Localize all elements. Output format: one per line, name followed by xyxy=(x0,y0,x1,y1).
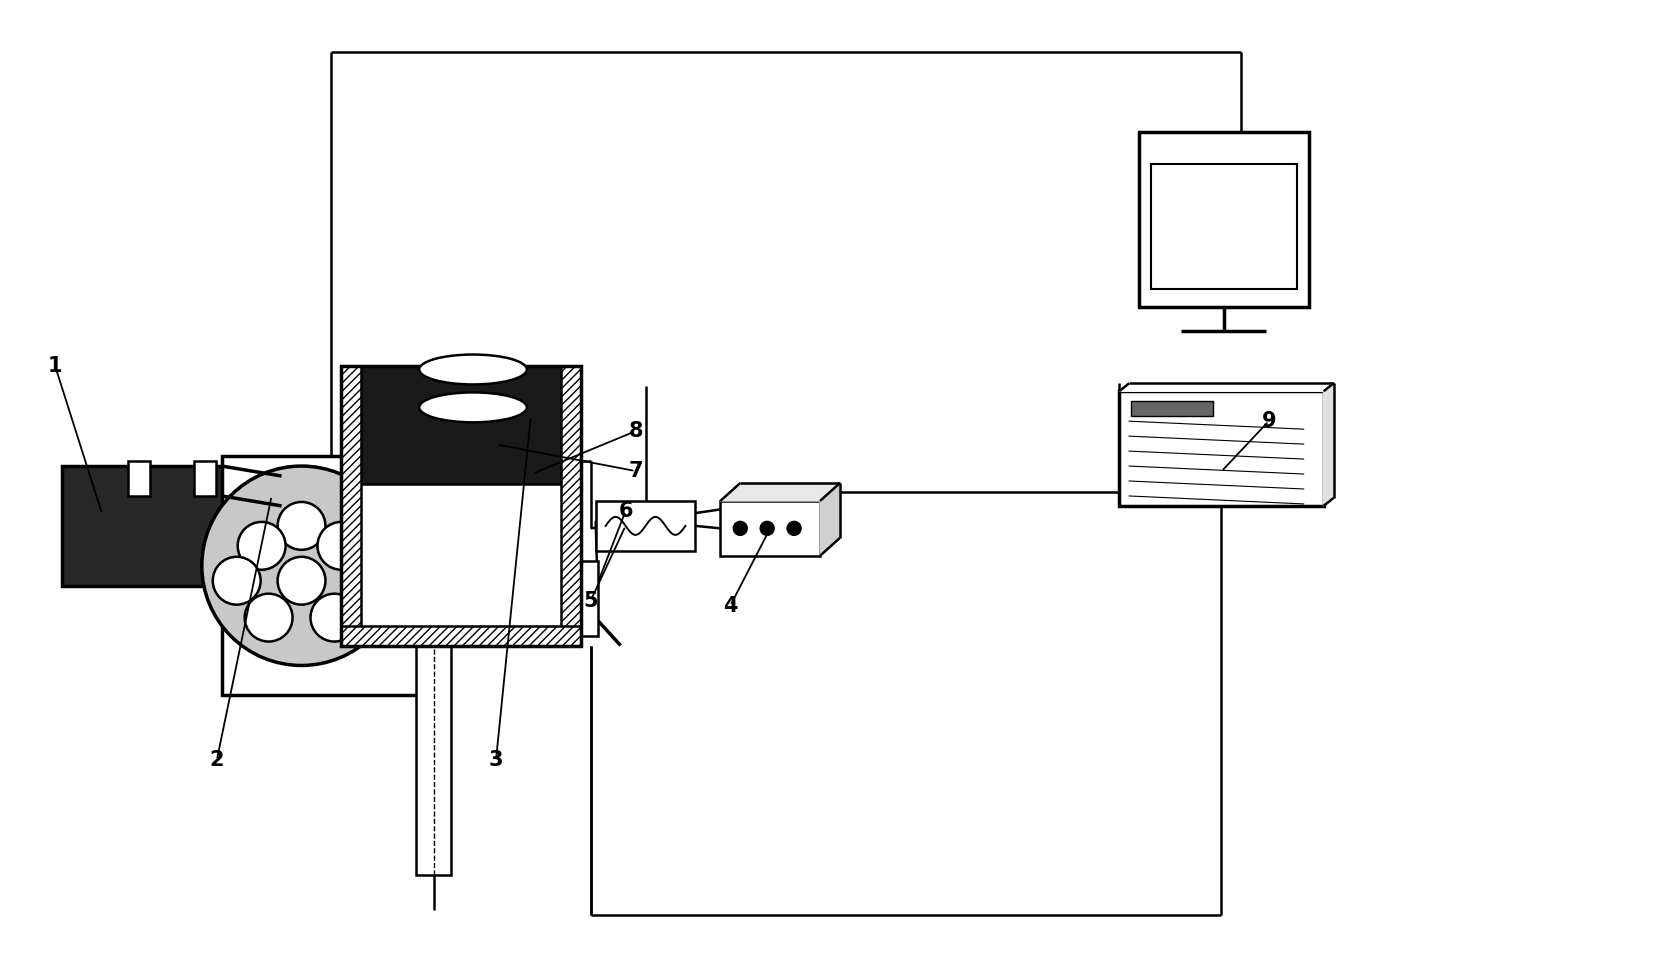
Bar xyxy=(63,466,282,585)
Bar xyxy=(1130,401,1213,416)
Bar xyxy=(361,484,560,626)
Text: 6: 6 xyxy=(618,501,633,521)
Text: 7: 7 xyxy=(628,461,643,481)
Polygon shape xyxy=(1322,384,1332,506)
Ellipse shape xyxy=(419,392,527,422)
Bar xyxy=(341,626,580,645)
Text: 9: 9 xyxy=(1261,412,1276,431)
Polygon shape xyxy=(820,483,840,555)
Circle shape xyxy=(316,522,365,570)
Circle shape xyxy=(237,522,285,570)
Bar xyxy=(341,366,580,645)
Circle shape xyxy=(310,594,358,641)
Bar xyxy=(128,461,149,496)
Bar xyxy=(560,366,580,645)
Text: 3: 3 xyxy=(489,751,504,770)
Bar xyxy=(595,501,694,551)
Circle shape xyxy=(787,522,800,535)
Circle shape xyxy=(277,556,325,605)
Circle shape xyxy=(761,522,774,535)
Bar xyxy=(1150,164,1296,289)
Circle shape xyxy=(202,466,401,666)
Bar xyxy=(719,501,820,555)
Text: 4: 4 xyxy=(722,596,737,615)
Bar xyxy=(341,366,361,645)
Bar xyxy=(1118,391,1322,506)
Circle shape xyxy=(212,556,260,605)
Text: 2: 2 xyxy=(209,751,224,770)
Text: 1: 1 xyxy=(48,356,63,377)
Text: 5: 5 xyxy=(583,590,598,611)
Circle shape xyxy=(277,502,325,550)
Bar xyxy=(575,561,597,636)
Circle shape xyxy=(343,556,389,605)
Ellipse shape xyxy=(419,355,527,384)
Polygon shape xyxy=(719,483,840,501)
Bar xyxy=(341,366,580,484)
Circle shape xyxy=(245,594,292,641)
Bar xyxy=(416,645,451,875)
Bar xyxy=(1138,132,1307,306)
Circle shape xyxy=(732,522,747,535)
Bar xyxy=(194,461,215,496)
Polygon shape xyxy=(1118,384,1332,391)
Bar xyxy=(222,456,441,696)
Text: 8: 8 xyxy=(628,421,643,441)
